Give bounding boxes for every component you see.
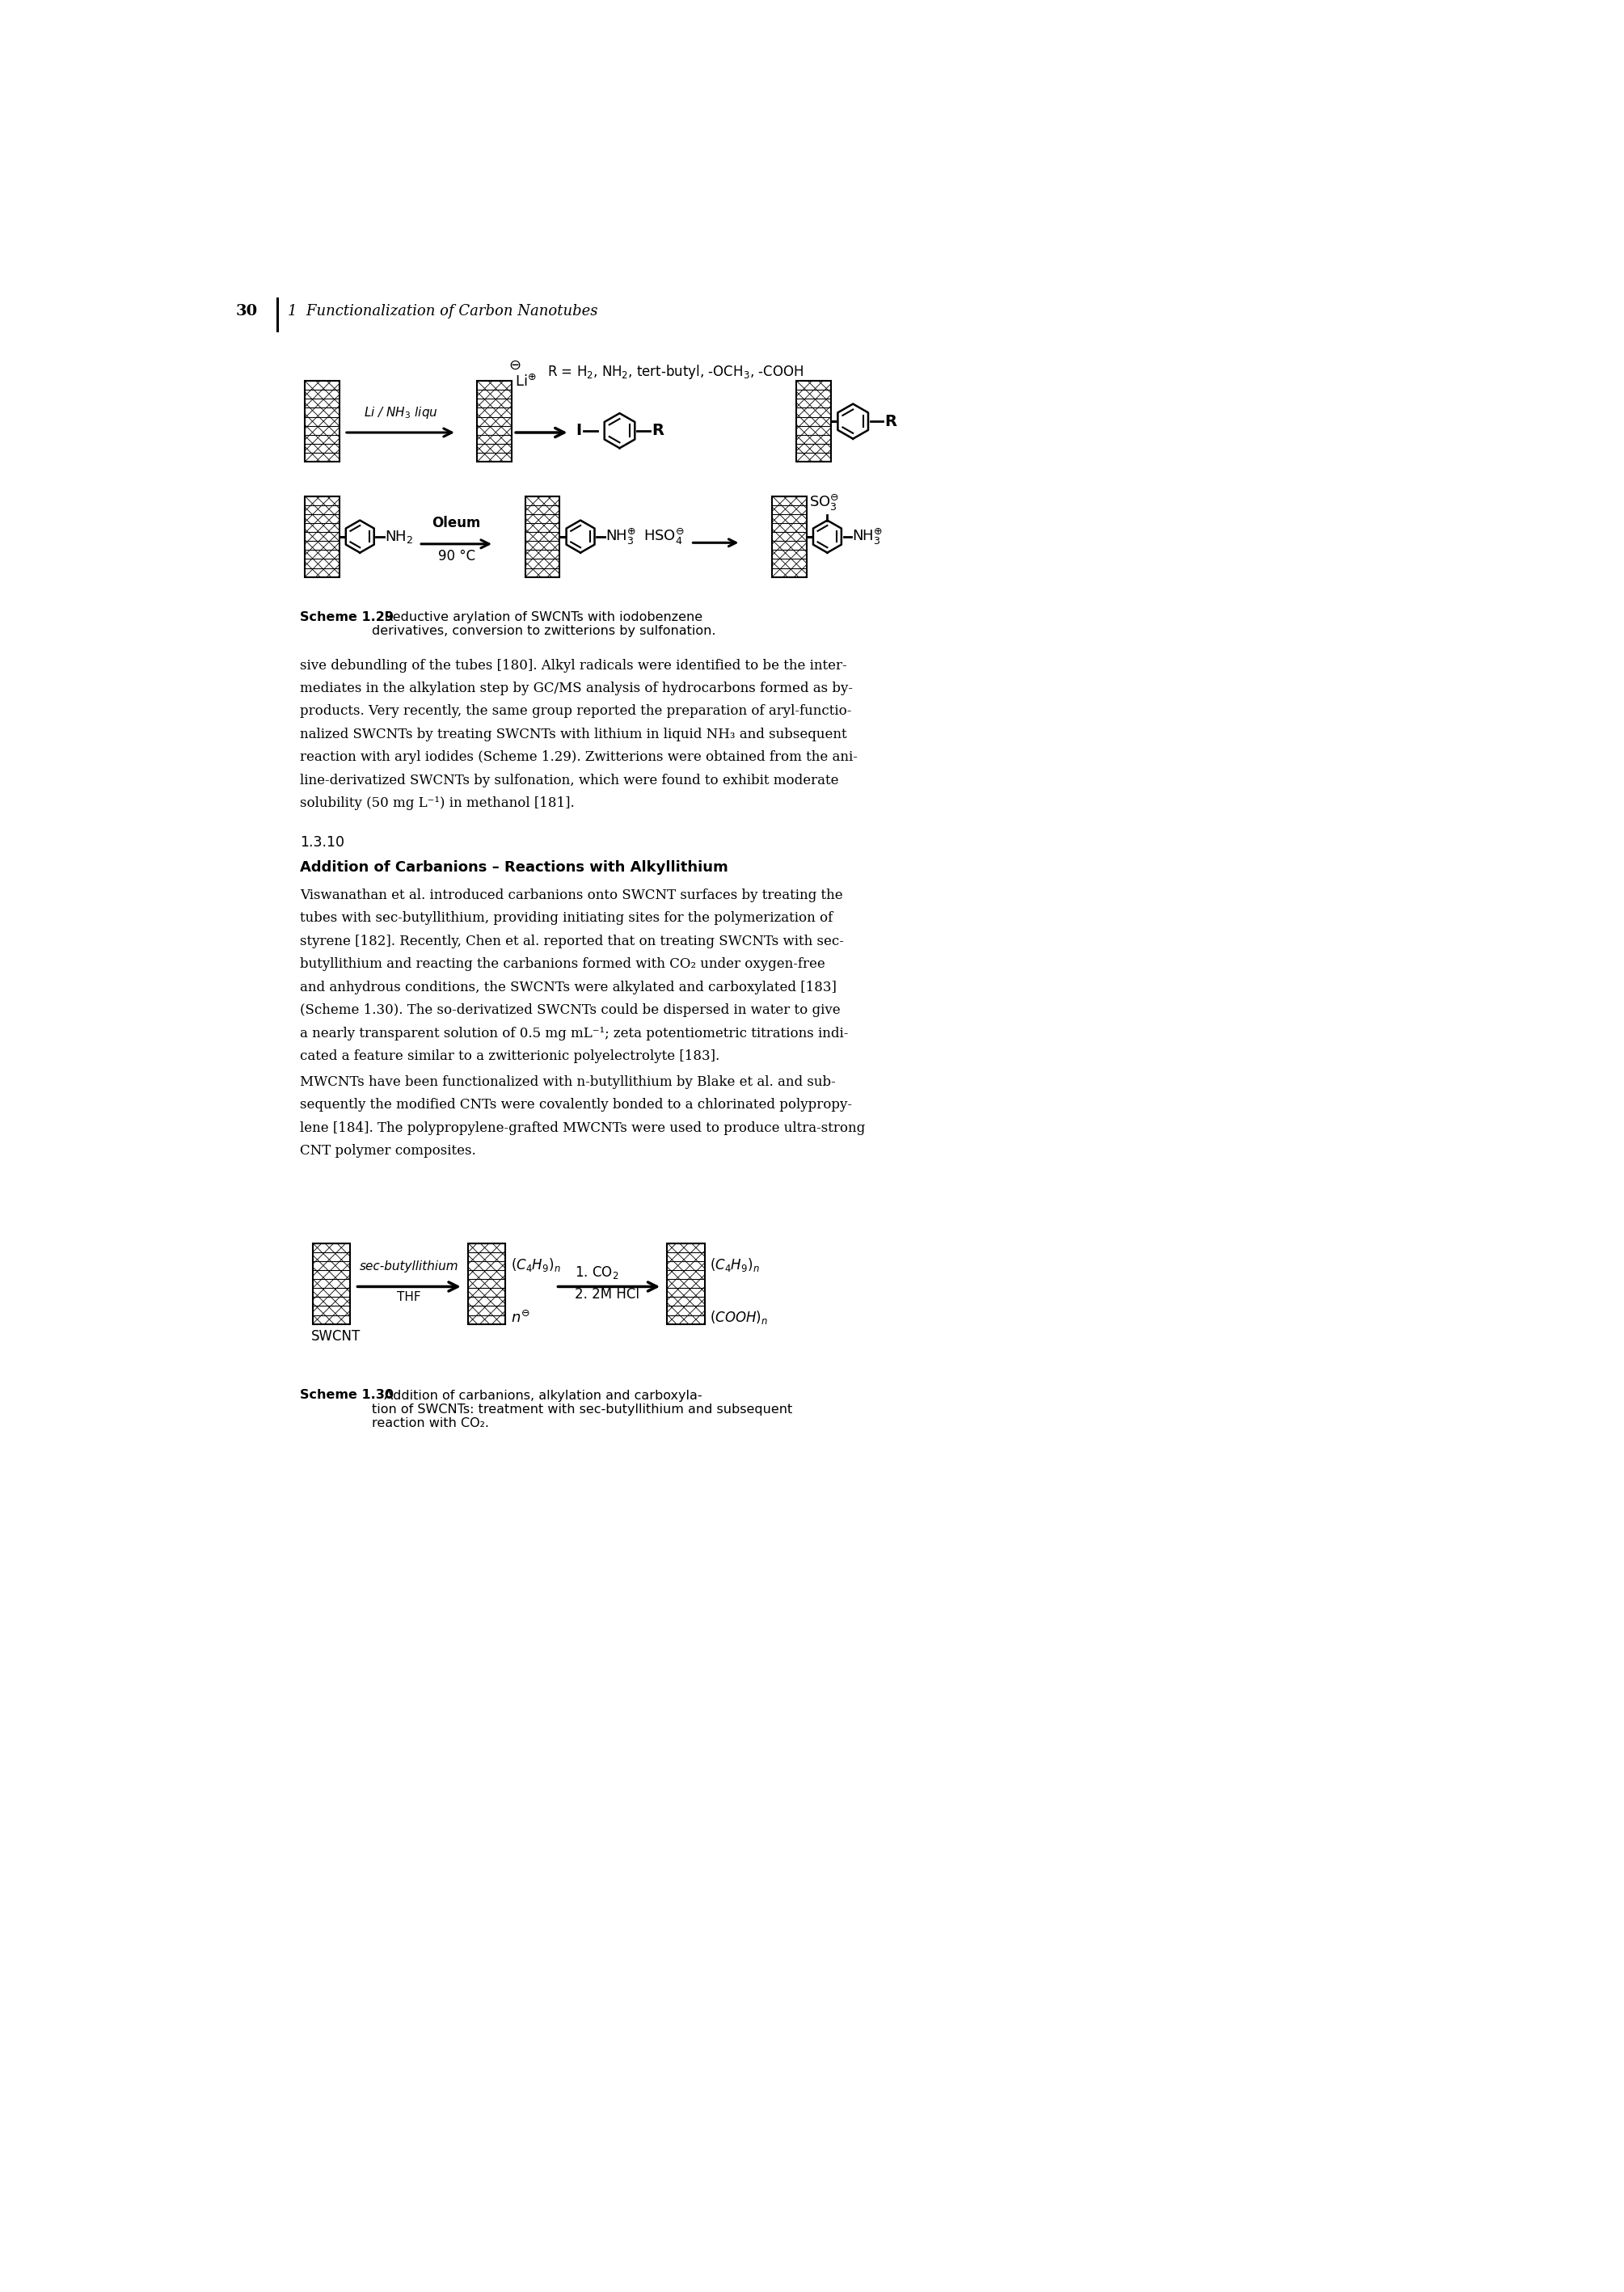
Text: SWCNT: SWCNT (312, 1329, 361, 1343)
Text: CNT polymer composites.: CNT polymer composites. (300, 1144, 476, 1157)
Text: SO$_3^{\ominus}$: SO$_3^{\ominus}$ (809, 493, 840, 511)
Text: Oleum: Oleum (432, 516, 481, 529)
Bar (771, 495, 807, 578)
Text: NH$_3^{\oplus}$: NH$_3^{\oplus}$ (606, 527, 637, 545)
Bar (797, 380, 831, 461)
Text: R: R (885, 413, 896, 429)
Bar (525, 495, 560, 578)
Text: butyllithium and reacting the carbanions formed with CO₂ under oxygen-free: butyllithium and reacting the carbanions… (300, 958, 825, 972)
Text: 90 °C: 90 °C (438, 550, 476, 564)
Text: R = H$_2$, NH$_2$, tert-butyl, -OCH$_3$, -COOH: R = H$_2$, NH$_2$, tert-butyl, -OCH$_3$,… (547, 362, 804, 380)
Text: and anhydrous conditions, the SWCNTs were alkylated and carboxylated [183]: and anhydrous conditions, the SWCNTs wer… (300, 981, 836, 995)
Bar (667, 1242, 705, 1325)
Text: line-derivatized SWCNTs by sulfonation, which were found to exhibit moderate: line-derivatized SWCNTs by sulfonation, … (300, 775, 840, 788)
Bar (305, 380, 339, 461)
Text: NH$_3^{\oplus}$: NH$_3^{\oplus}$ (853, 527, 883, 545)
Bar (305, 380, 339, 461)
Text: R: R (651, 424, 664, 438)
Text: reaction with aryl iodides (Scheme 1.29). Zwitterions were obtained from the ani: reaction with aryl iodides (Scheme 1.29)… (300, 752, 857, 766)
Text: mediates in the alkylation step by GC/MS analysis of hydrocarbons formed as by-: mediates in the alkylation step by GC/MS… (300, 681, 853, 694)
Text: Reductive arylation of SWCNTs with iodobenzene
derivatives, conversion to zwitte: Reductive arylation of SWCNTs with iodob… (372, 612, 716, 637)
Text: nalized SWCNTs by treating SWCNTs with lithium in liquid NH₃ and subsequent: nalized SWCNTs by treating SWCNTs with l… (300, 727, 848, 740)
Text: solubility (50 mg L⁻¹) in methanol [181].: solubility (50 mg L⁻¹) in methanol [181]… (300, 798, 575, 811)
Text: 30: 30 (235, 305, 258, 319)
Text: sec-butyllithium: sec-butyllithium (359, 1261, 458, 1272)
Text: Viswanathan et al. introduced carbanions onto SWCNT surfaces by treating the: Viswanathan et al. introduced carbanions… (300, 889, 843, 903)
Text: HSO$_4^{\ominus}$: HSO$_4^{\ominus}$ (643, 527, 685, 545)
Text: sequently the modified CNTs were covalently bonded to a chlorinated polypropy-: sequently the modified CNTs were covalen… (300, 1098, 853, 1112)
Bar (477, 380, 512, 461)
Bar (797, 380, 831, 461)
Text: 1. CO$_2$: 1. CO$_2$ (575, 1265, 619, 1281)
Text: products. Very recently, the same group reported the preparation of aryl-functio: products. Very recently, the same group … (300, 704, 851, 717)
Text: (Scheme 1.30). The so-derivatized SWCNTs could be dispersed in water to give: (Scheme 1.30). The so-derivatized SWCNTs… (300, 1004, 841, 1018)
Bar (305, 495, 339, 578)
Bar (771, 495, 807, 578)
Text: Addition of Carbanions – Reactions with Alkyllithium: Addition of Carbanions – Reactions with … (300, 860, 728, 876)
Text: Addition of carbanions, alkylation and carboxyla-
tion of SWCNTs: treatment with: Addition of carbanions, alkylation and c… (372, 1389, 793, 1430)
Text: tubes with sec-butyllithium, providing initiating sites for the polymerization o: tubes with sec-butyllithium, providing i… (300, 912, 833, 926)
Bar (313, 1242, 351, 1325)
Text: I: I (577, 424, 581, 438)
Text: THF: THF (398, 1290, 421, 1304)
Bar (468, 1242, 505, 1325)
Text: cated a feature similar to a zwitterionic polyelectrolyte [183].: cated a feature similar to a zwitterioni… (300, 1050, 719, 1063)
Text: Scheme 1.30: Scheme 1.30 (300, 1389, 395, 1400)
Text: $n^{\ominus}$: $n^{\ominus}$ (510, 1311, 529, 1325)
Text: $(C_4H_9)_n$: $(C_4H_9)_n$ (710, 1256, 760, 1274)
Text: a nearly transparent solution of 0.5 mg mL⁻¹; zeta potentiometric titrations ind: a nearly transparent solution of 0.5 mg … (300, 1027, 848, 1041)
Text: Li / NH$_3$ liqu: Li / NH$_3$ liqu (364, 406, 437, 419)
Text: sive debundling of the tubes [180]. Alkyl radicals were identified to be the int: sive debundling of the tubes [180]. Alky… (300, 658, 848, 672)
Bar (477, 380, 512, 461)
Bar (305, 495, 339, 578)
Text: 1.3.10: 1.3.10 (300, 834, 344, 850)
Bar (667, 1242, 705, 1325)
Text: NH$_2$: NH$_2$ (385, 529, 414, 545)
Text: Scheme 1.29: Scheme 1.29 (300, 612, 395, 623)
Bar (525, 495, 560, 578)
Text: lene [184]. The polypropylene-grafted MWCNTs were used to produce ultra-strong: lene [184]. The polypropylene-grafted MW… (300, 1121, 866, 1135)
Text: 2. 2M HCl: 2. 2M HCl (575, 1288, 640, 1302)
Text: MWCNTs have been functionalized with n-butyllithium by Blake et al. and sub-: MWCNTs have been functionalized with n-b… (300, 1075, 836, 1089)
Bar (468, 1242, 505, 1325)
Text: $(C_4H_9)_n$: $(C_4H_9)_n$ (510, 1256, 560, 1274)
Bar (313, 1242, 351, 1325)
Text: $(COOH)_n$: $(COOH)_n$ (710, 1309, 768, 1327)
Text: $\ominus$: $\ominus$ (508, 358, 521, 374)
Text: 1  Functionalization of Carbon Nanotubes: 1 Functionalization of Carbon Nanotubes (287, 305, 598, 319)
Text: styrene [182]. Recently, Chen et al. reported that on treating SWCNTs with sec-: styrene [182]. Recently, Chen et al. rep… (300, 935, 844, 949)
Text: Li$^{\oplus}$: Li$^{\oplus}$ (515, 374, 536, 390)
